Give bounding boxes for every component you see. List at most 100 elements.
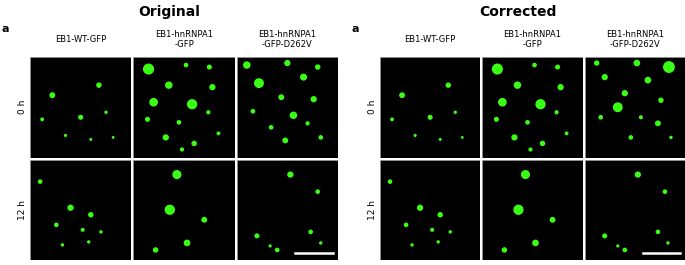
Circle shape (400, 93, 404, 98)
Circle shape (269, 245, 271, 247)
Circle shape (202, 218, 206, 222)
Circle shape (634, 60, 640, 66)
Circle shape (659, 98, 663, 102)
Text: EB1-hnRNPA1
-GFP-D262V: EB1-hnRNPA1 -GFP-D262V (258, 30, 316, 49)
Circle shape (150, 99, 158, 106)
Circle shape (290, 112, 297, 118)
Circle shape (100, 231, 102, 233)
Circle shape (90, 139, 92, 140)
Circle shape (173, 171, 181, 178)
Circle shape (526, 121, 529, 124)
Circle shape (514, 205, 523, 214)
Circle shape (82, 228, 84, 231)
Circle shape (64, 134, 66, 136)
Text: Original: Original (138, 5, 200, 19)
Circle shape (512, 135, 517, 140)
Circle shape (533, 240, 538, 246)
Circle shape (602, 75, 607, 80)
Circle shape (62, 244, 64, 246)
Circle shape (667, 242, 669, 244)
Circle shape (89, 213, 93, 217)
Circle shape (614, 103, 622, 112)
Circle shape (41, 118, 43, 121)
Circle shape (630, 136, 632, 139)
Circle shape (495, 117, 498, 121)
Circle shape (388, 180, 392, 183)
Circle shape (217, 132, 220, 135)
Circle shape (279, 95, 284, 99)
Circle shape (192, 142, 196, 145)
Circle shape (105, 111, 107, 113)
Circle shape (210, 85, 215, 90)
Circle shape (283, 138, 288, 143)
Circle shape (88, 241, 90, 243)
Circle shape (454, 111, 456, 113)
Circle shape (404, 223, 408, 226)
Circle shape (309, 230, 312, 233)
Circle shape (550, 218, 555, 222)
Circle shape (251, 110, 255, 113)
Circle shape (68, 205, 73, 210)
Text: 0 h: 0 h (368, 100, 377, 114)
Circle shape (275, 248, 279, 251)
Circle shape (536, 100, 545, 109)
Circle shape (617, 245, 619, 247)
Circle shape (288, 172, 292, 177)
Circle shape (55, 223, 58, 226)
Text: EB1-WT-GFP: EB1-WT-GFP (55, 35, 106, 44)
Circle shape (595, 61, 599, 65)
Circle shape (640, 116, 642, 119)
Circle shape (165, 205, 174, 214)
Text: 12 h: 12 h (368, 200, 377, 220)
Circle shape (533, 63, 536, 67)
Circle shape (269, 126, 273, 129)
Circle shape (316, 65, 320, 69)
Circle shape (97, 83, 101, 87)
Text: EB1-hnRNPA1
-GFP: EB1-hnRNPA1 -GFP (155, 30, 213, 49)
Circle shape (623, 248, 626, 251)
Text: EB1-hnRNPA1
-GFP: EB1-hnRNPA1 -GFP (503, 30, 562, 49)
Circle shape (301, 74, 306, 80)
Circle shape (391, 118, 393, 121)
Text: a: a (1, 24, 8, 34)
Circle shape (599, 116, 602, 119)
Circle shape (462, 137, 463, 138)
Circle shape (645, 77, 651, 83)
Circle shape (144, 64, 153, 74)
Circle shape (166, 82, 172, 88)
Circle shape (184, 240, 190, 246)
Circle shape (555, 111, 558, 114)
Circle shape (319, 136, 323, 139)
Circle shape (285, 61, 290, 65)
Circle shape (50, 93, 55, 98)
Circle shape (558, 85, 563, 90)
Circle shape (439, 139, 441, 140)
Circle shape (163, 135, 169, 140)
Circle shape (311, 97, 316, 101)
Circle shape (493, 64, 502, 74)
Text: Corrected: Corrected (479, 5, 556, 19)
Circle shape (565, 132, 568, 135)
Circle shape (623, 91, 627, 96)
Circle shape (529, 148, 532, 151)
Text: EB1-hnRNPA1
-GFP-D262V: EB1-hnRNPA1 -GFP-D262V (606, 30, 664, 49)
Circle shape (38, 180, 42, 183)
Circle shape (437, 241, 439, 243)
Circle shape (181, 148, 184, 151)
Circle shape (112, 137, 114, 138)
Circle shape (449, 231, 451, 233)
Text: 12 h: 12 h (18, 200, 27, 220)
Text: a: a (351, 24, 358, 34)
Circle shape (208, 65, 211, 69)
Circle shape (603, 234, 606, 238)
Circle shape (414, 134, 416, 136)
Circle shape (188, 100, 197, 109)
Circle shape (656, 121, 660, 126)
Text: 0 h: 0 h (18, 100, 27, 114)
Circle shape (316, 190, 319, 193)
Text: EB1-WT-GFP: EB1-WT-GFP (405, 35, 456, 44)
Circle shape (207, 111, 210, 114)
Circle shape (320, 242, 322, 244)
Circle shape (255, 79, 263, 87)
Circle shape (153, 248, 158, 252)
